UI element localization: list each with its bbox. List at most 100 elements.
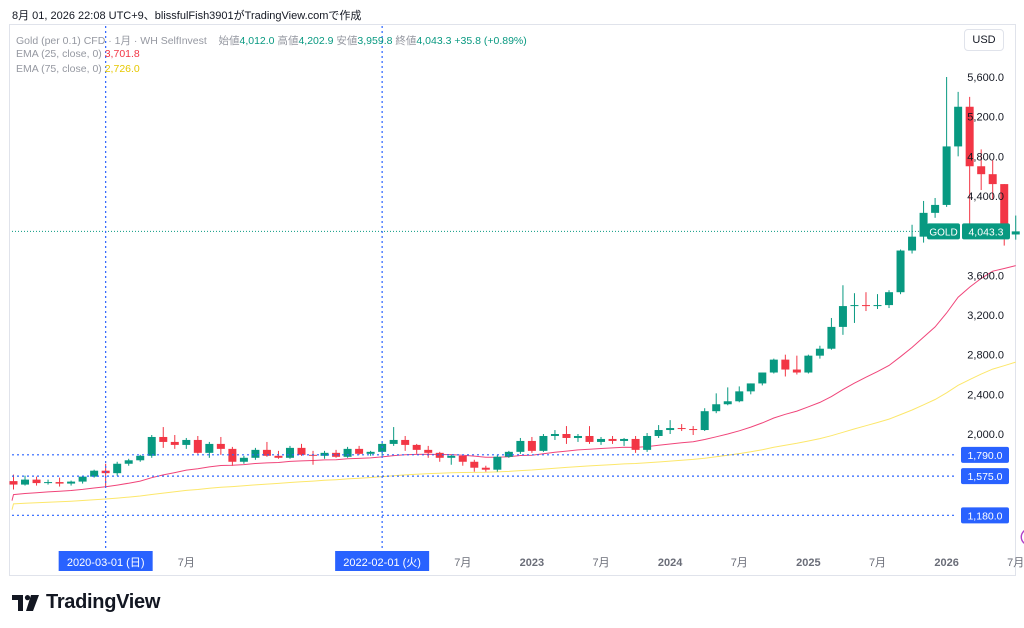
candle[interactable] [792, 355, 801, 375]
candle[interactable] [320, 450, 329, 459]
candle[interactable] [885, 290, 894, 309]
candle[interactable] [90, 469, 99, 478]
event-flash-icon[interactable] [1020, 529, 1024, 545]
candle[interactable] [447, 454, 456, 465]
currency-button[interactable]: USD [964, 29, 1004, 51]
candle[interactable] [9, 474, 18, 490]
candle[interactable] [712, 393, 721, 414]
candle[interactable] [954, 91, 963, 157]
candle[interactable] [804, 354, 813, 374]
candle[interactable] [113, 461, 122, 476]
candle[interactable] [527, 436, 536, 453]
candle[interactable] [931, 197, 940, 218]
candle[interactable] [677, 424, 686, 432]
candle[interactable] [309, 450, 318, 465]
legend-ema75-row[interactable]: EMA (75, close, 0) 2,726.0 [16, 63, 140, 75]
candle[interactable] [136, 454, 145, 462]
candle[interactable] [597, 436, 606, 445]
candle[interactable] [758, 372, 767, 386]
candle[interactable] [262, 441, 271, 457]
candle[interactable] [251, 447, 260, 460]
candle[interactable] [896, 249, 905, 295]
candle[interactable] [516, 437, 525, 454]
candle[interactable] [435, 451, 444, 462]
candle[interactable] [723, 387, 732, 406]
candle[interactable] [493, 454, 502, 472]
candle[interactable] [424, 445, 433, 458]
candle[interactable] [401, 435, 410, 451]
candle[interactable] [412, 443, 421, 454]
chart-frame[interactable] [9, 24, 1016, 576]
candle[interactable] [21, 475, 30, 486]
candle[interactable] [815, 345, 824, 359]
candle[interactable] [389, 427, 398, 446]
candle[interactable] [32, 476, 41, 486]
candle[interactable] [550, 430, 559, 440]
candle[interactable] [55, 477, 64, 487]
candle[interactable] [643, 433, 652, 452]
candle[interactable] [873, 294, 882, 310]
legend-high-value: 4,202.9 [298, 35, 334, 47]
candle[interactable] [147, 434, 156, 458]
candle[interactable] [159, 427, 168, 448]
candle[interactable] [838, 285, 847, 335]
candle[interactable] [378, 441, 387, 456]
candle[interactable] [620, 437, 629, 446]
candle[interactable] [124, 458, 133, 466]
candle[interactable] [631, 435, 640, 453]
candle[interactable] [355, 445, 364, 455]
candle[interactable] [654, 425, 663, 438]
legend-ohlc-row: Gold (per 0.1) CFD · 1月 · WH SelfInvest … [16, 33, 527, 48]
crosshair-date-tag[interactable] [58, 551, 153, 571]
candle[interactable] [285, 445, 294, 459]
candle[interactable] [942, 77, 951, 207]
candle[interactable] [193, 435, 202, 454]
candle[interactable] [585, 426, 594, 444]
crosshair-date-tag[interactable] [335, 551, 430, 571]
candle[interactable] [182, 437, 191, 449]
price-marker-tag[interactable] [961, 468, 1009, 485]
candle[interactable] [44, 479, 53, 485]
candle[interactable] [366, 450, 375, 456]
candle[interactable] [608, 435, 617, 444]
candle[interactable] [977, 149, 986, 191]
price-marker-tag[interactable] [961, 507, 1009, 524]
candle[interactable] [781, 354, 790, 377]
current-price-tag[interactable] [962, 223, 1010, 240]
candle[interactable] [573, 434, 582, 442]
candle[interactable] [343, 446, 352, 458]
candle[interactable] [239, 455, 248, 464]
candle[interactable] [861, 292, 870, 312]
candle[interactable] [458, 454, 467, 466]
candle[interactable] [216, 436, 225, 455]
candle[interactable] [746, 383, 755, 395]
legend-ema25-row[interactable]: EMA (25, close, 0) 3,701.8 [16, 48, 140, 60]
candle[interactable] [666, 420, 675, 434]
candle[interactable] [908, 224, 917, 254]
candle[interactable] [700, 408, 709, 432]
candle[interactable] [988, 160, 997, 200]
candle[interactable] [965, 96, 974, 228]
candle[interactable] [481, 465, 490, 472]
candle[interactable] [769, 358, 778, 374]
candle[interactable] [332, 449, 341, 458]
candle[interactable] [1011, 215, 1020, 240]
candle[interactable] [297, 443, 306, 456]
candle[interactable] [228, 446, 237, 466]
candle[interactable] [562, 426, 571, 444]
candle[interactable] [78, 475, 87, 484]
tradingview-logo[interactable]: TradingView [12, 591, 160, 614]
candle[interactable] [850, 293, 859, 323]
candle[interactable] [470, 459, 479, 472]
candle[interactable] [689, 426, 698, 435]
candle[interactable] [827, 317, 836, 350]
candle[interactable] [170, 434, 179, 449]
candle[interactable] [539, 434, 548, 452]
candle[interactable] [919, 200, 928, 243]
candle[interactable] [205, 441, 214, 458]
price-marker-tag[interactable] [961, 446, 1009, 463]
candle[interactable] [67, 480, 76, 486]
legend-symbol[interactable]: Gold (per 0.1) CFD · 1月 · WH SelfInvest [16, 35, 207, 47]
candle[interactable] [735, 386, 744, 403]
